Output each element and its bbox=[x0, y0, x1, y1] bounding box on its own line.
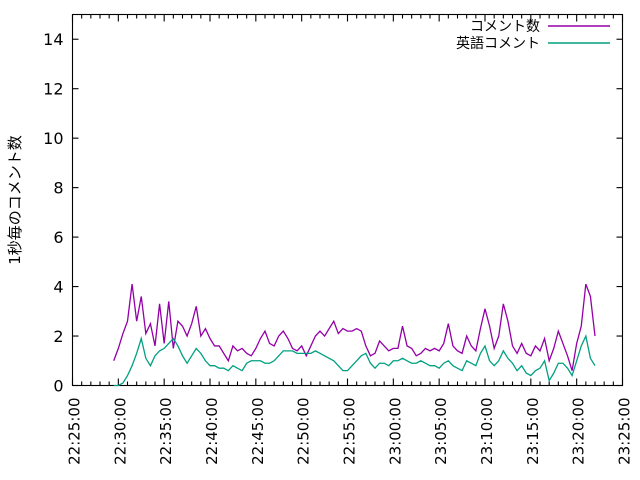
x-tick-label: 23:25:00 bbox=[616, 398, 634, 465]
x-tick-label: 23:05:00 bbox=[432, 398, 450, 465]
x-tick-label: 22:45:00 bbox=[249, 398, 267, 465]
series-line-comments bbox=[113, 283, 596, 371]
x-axis-ticks: 22:25:00 22:30:00 22:35:00 22:40:00 22:45:00… bbox=[66, 14, 634, 465]
y-tick-label: 6 bbox=[53, 228, 63, 247]
x-tick-label: 22:30:00 bbox=[111, 398, 129, 465]
y-axis-ticks: 0 2 4 6 8 10 12 14 bbox=[43, 30, 623, 396]
y-tick-label: 0 bbox=[53, 377, 63, 396]
x-tick-label: 23:00:00 bbox=[386, 398, 404, 465]
y-tick-label: 4 bbox=[53, 278, 63, 297]
y-axis-title: 1秒毎のコメント数 bbox=[6, 135, 24, 265]
y-tick-label: 8 bbox=[53, 179, 63, 198]
y-tick-label: 10 bbox=[43, 129, 63, 148]
legend-label-english-comments: 英語コメント bbox=[456, 35, 540, 52]
x-tick-label: 23:15:00 bbox=[524, 398, 542, 465]
y-tick-label: 12 bbox=[43, 80, 63, 99]
y-tick-label: 2 bbox=[53, 327, 63, 346]
x-tick-label: 22:25:00 bbox=[66, 398, 84, 465]
x-tick-label: 22:35:00 bbox=[157, 398, 175, 465]
legend-label-comments: コメント数 bbox=[470, 19, 540, 35]
x-tick-label: 22:55:00 bbox=[341, 398, 359, 465]
y-tick-label: 14 bbox=[43, 30, 63, 49]
x-tick-label: 22:40:00 bbox=[203, 398, 221, 465]
x-tick-label: 22:50:00 bbox=[295, 398, 313, 465]
x-tick-label: 23:10:00 bbox=[478, 398, 496, 465]
series-line-english-comments bbox=[113, 333, 596, 387]
x-tick-label: 23:20:00 bbox=[570, 398, 588, 465]
y-axis-label-text: 1秒毎のコメント数 bbox=[6, 135, 24, 265]
series-layer bbox=[113, 283, 596, 387]
